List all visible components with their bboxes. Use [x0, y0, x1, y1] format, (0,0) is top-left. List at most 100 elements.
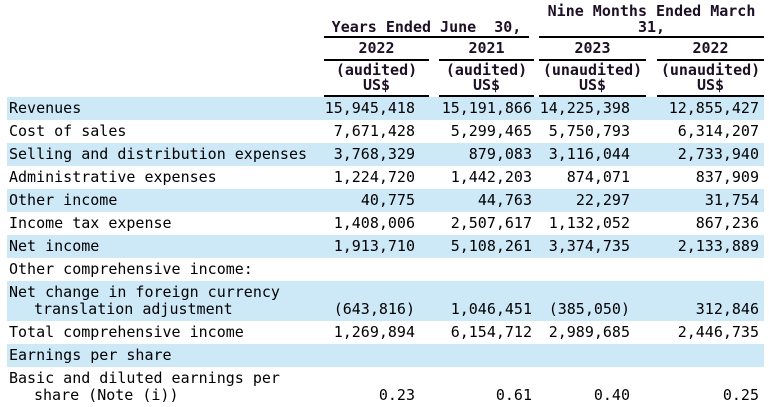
table-row: Basic and diluted earnings per share (No… — [7, 367, 764, 407]
header-audit-row: (audited) US$ (audited) US$ (unaudited) … — [7, 61, 764, 97]
cell-value-col3: 874,071 — [566, 168, 630, 186]
cell-value-col4: 2,733,940 — [646, 143, 764, 166]
header-year-col1: 2022 — [324, 38, 429, 61]
header-audit-col2: (audited) US$ — [429, 61, 534, 97]
cell-value-col4: 0.25 — [722, 386, 759, 404]
header-audit-col3: (unaudited) US$ — [534, 61, 646, 97]
audit-status: (unaudited) — [542, 61, 643, 79]
header-audit-label: (unaudited) US$ — [539, 61, 646, 97]
cell-value-col4: 867,236 — [695, 214, 759, 232]
header-group-years-ended-label: Years Ended June 30, — [324, 19, 529, 38]
row-label: Basic and diluted earnings per share (No… — [9, 369, 280, 404]
header-group-row: Years Ended June 30, Nine Months Ended M… — [7, 2, 764, 38]
cell-value-col2: 5,108,261 — [429, 235, 534, 258]
row-label: Administrative expenses — [9, 168, 217, 186]
cell-value-col4: 2,446,735 — [677, 323, 759, 341]
audit-status: (audited) — [445, 61, 528, 79]
cell-value-col3: 3,374,735 — [534, 235, 646, 258]
cell-value-col1: 1,269,894 — [333, 323, 415, 341]
header-spacer — [7, 2, 324, 38]
cell-value-col3: 2,989,685 — [548, 323, 630, 341]
row-label: Total comprehensive income — [9, 323, 244, 341]
cell-value-col4: 312,846 — [646, 281, 764, 321]
cell-value-col1: (643,816) — [324, 281, 429, 321]
cell-value-col2: 879,083 — [429, 143, 534, 166]
cell-value-col1 — [324, 344, 429, 367]
row-label: Net change in foreign currency translati… — [7, 281, 324, 321]
currency-label: US$ — [362, 76, 391, 94]
table-row: Net change in foreign currency translati… — [7, 281, 764, 321]
table-row: Net income 1,913,710 5,108,261 3,374,735… — [7, 235, 764, 258]
cell-value-col1: 3,768,329 — [324, 143, 429, 166]
cell-value-col3: 1,132,052 — [548, 214, 630, 232]
income-statement-table: Years Ended June 30, Nine Months Ended M… — [7, 2, 764, 407]
header-audit-col1: (audited) US$ — [324, 61, 429, 97]
cell-value-col4: 2,133,889 — [646, 235, 764, 258]
header-year-col4: 2022 — [646, 38, 764, 61]
cell-value-col3: (385,050) — [534, 281, 646, 321]
cell-value-col4 — [646, 258, 764, 281]
header-year-row: 2022 2021 2023 2022 — [7, 38, 764, 61]
cell-value-col3: 5,750,793 — [548, 122, 630, 140]
table-row: Total comprehensive income 1,269,894 6,1… — [7, 321, 764, 344]
header-year-col3: 2023 — [534, 38, 646, 61]
header-audit-label: (unaudited) US$ — [657, 61, 764, 97]
cell-value-col4: 837,909 — [695, 168, 759, 186]
audit-status: (unaudited) — [660, 61, 761, 79]
cell-value-col4: 6,314,207 — [677, 122, 759, 140]
cell-value-col4 — [646, 344, 764, 367]
table-header: Years Ended June 30, Nine Months Ended M… — [7, 2, 764, 97]
cell-value-col4: 31,754 — [646, 189, 764, 212]
cell-value-col3: 14,225,398 — [534, 97, 646, 120]
cell-value-col2: 1,046,451 — [429, 281, 534, 321]
row-label: Cost of sales — [9, 122, 127, 140]
header-audit-col4: (unaudited) US$ — [646, 61, 764, 97]
row-label: Other comprehensive income: — [9, 260, 253, 278]
row-label: Income tax expense — [9, 214, 172, 232]
cell-value-col1: 7,671,428 — [333, 122, 415, 140]
row-label: Revenues — [7, 97, 324, 120]
cell-value-col3 — [534, 258, 646, 281]
table-row: Income tax expense 1,408,006 2,507,617 1… — [7, 212, 764, 235]
cell-value-col2: 15,191,866 — [429, 97, 534, 120]
cell-value-col2 — [429, 344, 534, 367]
audit-status: (audited) — [335, 61, 418, 79]
cell-value-col2: 0.61 — [495, 386, 532, 404]
cell-value-col2: 2,507,617 — [450, 214, 532, 232]
row-label: Net income — [7, 235, 324, 258]
cell-value-col1: 15,945,418 — [324, 97, 429, 120]
header-spacer — [7, 61, 324, 97]
cell-value-col3: 0.40 — [593, 386, 630, 404]
cell-value-col3: 3,116,044 — [534, 143, 646, 166]
table-row: Other comprehensive income: — [7, 258, 764, 281]
header-year-col2: 2021 — [429, 38, 534, 61]
row-label: Other income — [7, 189, 324, 212]
cell-value-col1: 1,913,710 — [324, 235, 429, 258]
cell-value-col2: 44,763 — [429, 189, 534, 212]
header-year-label: 2022 — [657, 38, 764, 61]
row-label: Selling and distribution expenses — [7, 143, 324, 166]
table-row: Cost of sales 7,671,428 5,299,465 5,750,… — [7, 120, 764, 143]
cell-value-col4: 12,855,427 — [646, 97, 764, 120]
header-group-nine-months-label: Nine Months Ended March 31, — [539, 3, 764, 38]
table-row: Earnings per share — [7, 344, 764, 367]
header-year-label: 2021 — [439, 38, 534, 61]
header-audit-label: (audited) US$ — [324, 61, 429, 97]
cell-value-col1: 1,408,006 — [333, 214, 415, 232]
header-spacer — [7, 38, 324, 61]
cell-value-col2: 5,299,465 — [450, 122, 532, 140]
table-row: Other income 40,775 44,763 22,297 31,754 — [7, 189, 764, 212]
cell-value-col2: 1,442,203 — [450, 168, 532, 186]
header-year-label: 2022 — [324, 38, 429, 61]
cell-value-col1: 0.23 — [378, 386, 415, 404]
cell-value-col3: 22,297 — [534, 189, 646, 212]
cell-value-col3 — [534, 344, 646, 367]
header-group-nine-months: Nine Months Ended March 31, — [534, 2, 764, 38]
cell-value-col2 — [429, 258, 534, 281]
table-row: Administrative expenses 1,224,720 1,442,… — [7, 166, 764, 189]
currency-label: US$ — [472, 76, 501, 94]
cell-value-col1: 1,224,720 — [333, 168, 415, 186]
header-group-years-ended: Years Ended June 30, — [324, 2, 534, 38]
header-year-label: 2023 — [539, 38, 646, 61]
